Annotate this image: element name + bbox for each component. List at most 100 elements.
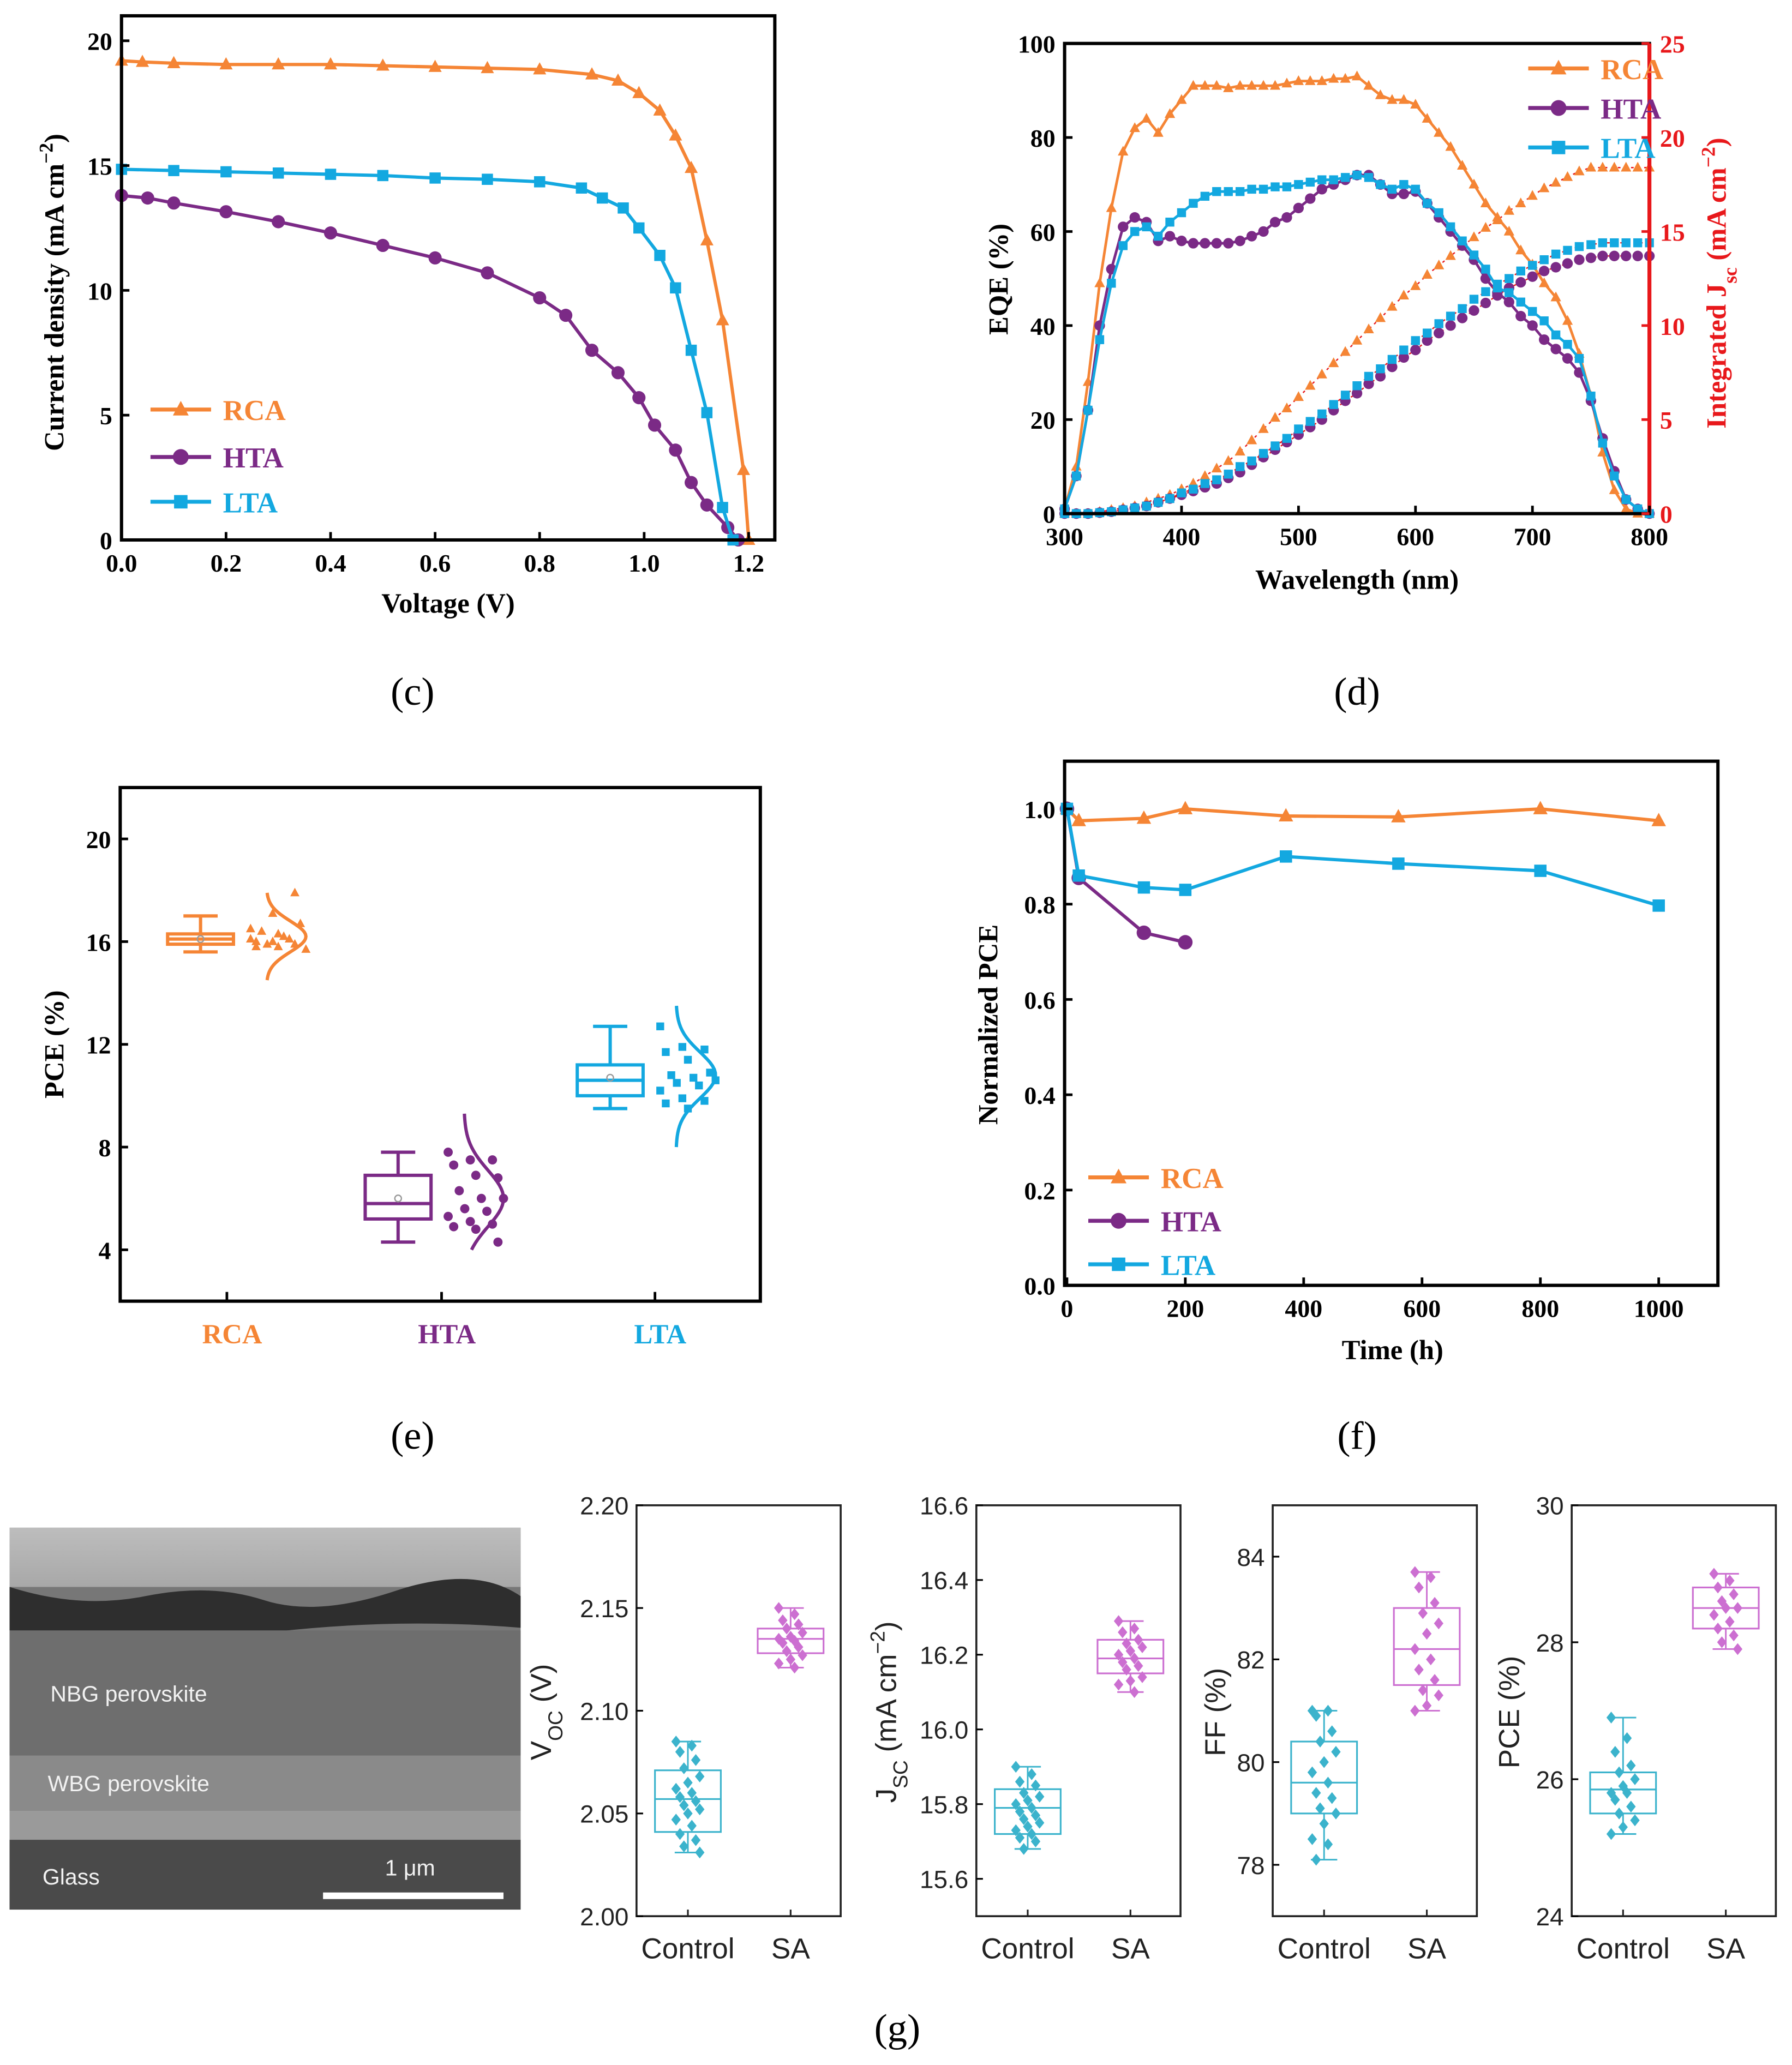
y-tick-label: 0 xyxy=(100,527,112,555)
jsc-marker xyxy=(1293,391,1304,401)
jsc-marker xyxy=(1538,182,1550,193)
data-point xyxy=(656,1022,664,1030)
stability-chart: 0 200 400 600 800 1000 0.0 0.2 0.4 0.6 0.8 1.0 Time … xyxy=(973,759,1720,1365)
jsc-marker xyxy=(1515,197,1526,208)
data-point xyxy=(245,934,255,943)
eqe-marker xyxy=(1376,180,1385,189)
y-tick-label: 0.2 xyxy=(1024,1177,1055,1205)
jsc-marker xyxy=(1281,402,1292,412)
triangle-marker xyxy=(1136,810,1152,824)
eqe-marker xyxy=(1399,180,1409,189)
eqe-marker xyxy=(1164,108,1176,118)
legend-marker xyxy=(1112,1257,1125,1271)
eqe-marker xyxy=(1469,250,1479,260)
data-point xyxy=(1626,1760,1636,1772)
data-point xyxy=(1709,1608,1719,1621)
square-marker xyxy=(1179,884,1192,896)
y-tick-label: 2.20 xyxy=(580,1492,628,1520)
jsc-marker xyxy=(1609,161,1620,172)
square-marker xyxy=(220,166,232,178)
data-point xyxy=(1125,1645,1135,1657)
eqe-marker xyxy=(1247,184,1256,194)
eqe-marker xyxy=(1527,307,1537,316)
jsc-marker xyxy=(1270,441,1280,451)
jsc-marker xyxy=(1387,362,1398,373)
eqe-marker xyxy=(1129,122,1140,133)
jsc-marker xyxy=(1550,262,1561,273)
jsc-marker xyxy=(1574,165,1585,176)
eqe-marker xyxy=(1586,391,1596,401)
category-label-sa: SA xyxy=(1407,1932,1446,1965)
eqe-marker xyxy=(1515,310,1526,322)
legend-item-rca: RCA xyxy=(1528,54,1663,86)
eqe-marker xyxy=(1094,277,1105,287)
jsc-marker xyxy=(1224,470,1233,479)
jsc-marker xyxy=(1492,214,1503,225)
triangle-marker xyxy=(632,86,646,98)
jsc-marker xyxy=(1503,205,1514,215)
legend-item-lta: LTA xyxy=(150,487,278,519)
y-tick-label: 10 xyxy=(87,277,112,305)
x-axis-title: Wavelength (nm) xyxy=(1255,564,1459,595)
data-point xyxy=(671,1782,681,1795)
data-point xyxy=(671,1814,681,1826)
y-tick-label: 15.8 xyxy=(920,1791,968,1819)
y-tick-label: 5 xyxy=(100,402,112,430)
legend-marker xyxy=(1550,100,1567,116)
eqe-marker xyxy=(1562,353,1573,364)
eqe-marker xyxy=(1469,178,1479,189)
eqe-marker xyxy=(1293,202,1304,214)
jsc-marker xyxy=(1352,381,1362,391)
data-point xyxy=(1422,1700,1432,1712)
eqe-marker xyxy=(1351,70,1363,81)
jsc-marker xyxy=(1493,279,1502,289)
x-tick-label: 800 xyxy=(1521,1295,1559,1323)
jsc-marker xyxy=(1235,462,1245,471)
jsc-marker xyxy=(1515,277,1526,288)
data-point xyxy=(695,1770,705,1782)
eqe-marker xyxy=(1200,80,1210,90)
jsc-marker xyxy=(1469,231,1479,242)
jsc-marker xyxy=(1434,319,1443,328)
x-tick-label: 400 xyxy=(1285,1295,1322,1323)
legend-label: HTA xyxy=(1161,1206,1221,1238)
x-tick-label: 0 xyxy=(1060,1295,1073,1323)
jsc-marker xyxy=(1282,434,1292,443)
data-point xyxy=(443,1148,453,1157)
jsc-marker xyxy=(1586,240,1596,249)
circle-marker xyxy=(559,309,573,322)
data-point xyxy=(691,1834,701,1846)
eqe-marker xyxy=(1235,187,1245,196)
category-label-sa: SA xyxy=(771,1932,810,1965)
jsc-marker xyxy=(1469,305,1479,316)
data-point xyxy=(1614,1807,1624,1820)
circle-marker xyxy=(611,366,625,380)
square-marker xyxy=(633,222,645,234)
square-marker xyxy=(717,502,728,513)
eqe-marker xyxy=(1176,236,1187,247)
jsc-marker xyxy=(1480,221,1491,232)
eqe-marker xyxy=(1305,193,1316,204)
circle-marker xyxy=(1136,925,1152,940)
data-point xyxy=(454,1186,464,1196)
scale-bar xyxy=(323,1892,504,1899)
jsc-marker xyxy=(1200,470,1210,480)
legend-label: LTA xyxy=(1601,133,1655,165)
jsc-marker xyxy=(1458,304,1467,314)
square-marker xyxy=(670,282,681,294)
panel-label-c: (c) xyxy=(391,669,434,713)
eqe-marker xyxy=(1574,354,1584,363)
jsc-marker xyxy=(1481,287,1490,297)
y-right-tick-label: 20 xyxy=(1660,124,1685,152)
jsc-marker xyxy=(1269,412,1281,422)
eqe-marker xyxy=(1164,231,1176,242)
y-tick-label: 20 xyxy=(86,826,111,854)
category-label-sa: SA xyxy=(1706,1932,1745,1965)
y-right-tick-label: 10 xyxy=(1660,313,1685,340)
data-point xyxy=(1725,1616,1735,1628)
series-rca xyxy=(1059,801,1666,826)
data-point xyxy=(1011,1824,1021,1836)
y-tick-label: 20 xyxy=(1030,406,1056,434)
data-point xyxy=(1030,1835,1041,1848)
